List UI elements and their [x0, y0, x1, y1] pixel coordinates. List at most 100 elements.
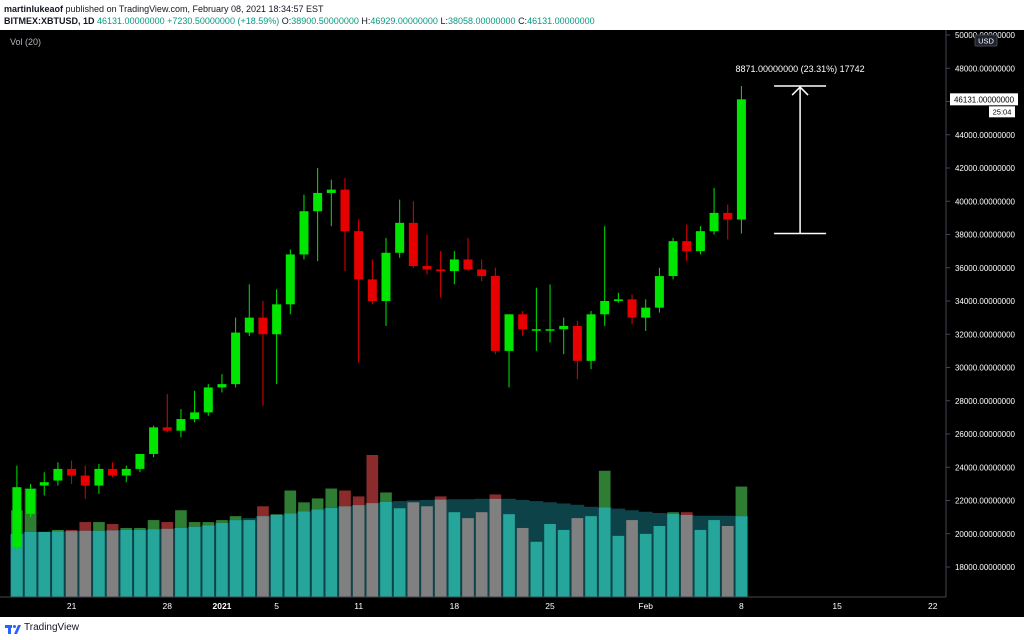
volume-bar [544, 524, 556, 597]
volume-bar-top [366, 455, 379, 504]
candle-up [217, 384, 227, 388]
volume-bar [161, 528, 174, 597]
volume-bar-top [106, 524, 119, 531]
volume-bar [462, 518, 474, 597]
candle-up [586, 314, 596, 361]
tradingview-brand[interactable]: TradingView [24, 622, 80, 633]
last-price: 46131.00000000 [97, 16, 165, 26]
y-tick-label: 20000.00000000 [955, 530, 1016, 539]
volume-bar-top [735, 486, 748, 517]
candle-down [67, 468, 77, 476]
candle-up [395, 222, 405, 253]
volume-bar [93, 530, 105, 597]
x-tick-label: 21 [67, 601, 77, 611]
volume-bar [694, 529, 707, 597]
publisher-name[interactable]: martinlukeaof [4, 4, 64, 14]
volume-bar-top [120, 527, 133, 530]
volume-bar-top [93, 522, 105, 531]
last-price-label: 46131.00000000 [954, 95, 1015, 104]
volume-bar-top [339, 490, 351, 507]
volume-bar-top [202, 522, 215, 526]
volume-bar-top [667, 512, 679, 514]
open-label: O: [281, 16, 292, 26]
volume-bar [598, 507, 611, 597]
candle-down [682, 241, 692, 252]
volume-bar [380, 501, 392, 597]
volume-bar [134, 529, 146, 597]
volume-bar [202, 525, 215, 597]
last-price-badge [950, 93, 1018, 106]
x-tick-label: 5 [274, 601, 279, 611]
candle-down [627, 299, 637, 318]
candle-up [736, 99, 746, 220]
volume-bar [448, 512, 461, 597]
y-tick-label: 32000.00000000 [955, 330, 1016, 339]
measure-arrow-icon [791, 85, 809, 96]
candle-up [504, 314, 514, 351]
y-tick-label: 42000.00000000 [955, 164, 1016, 173]
currency-label: USD [978, 37, 994, 46]
volume-bar [298, 511, 310, 597]
volume-indicator-label[interactable]: Vol (20) [10, 37, 42, 47]
candle-up [39, 482, 49, 486]
open-value: 38900.50000000 [291, 16, 359, 26]
candle-up [135, 453, 145, 469]
volume-bar [530, 541, 543, 597]
volume-bar-top [380, 492, 392, 502]
candle-down [572, 325, 582, 361]
volume-bar-top [147, 520, 160, 530]
x-tick-label: Feb [638, 601, 653, 611]
candle-down [518, 314, 528, 330]
candle-up [381, 252, 391, 301]
volume-bar [106, 530, 119, 597]
volume-bar [434, 499, 447, 597]
candle-down [436, 269, 446, 272]
low-label: L: [440, 16, 448, 26]
volume-bar [393, 508, 406, 597]
volume-bar [735, 516, 748, 597]
candle-down [463, 259, 473, 270]
volume-bar [421, 506, 433, 597]
y-tick-label: 24000.00000000 [955, 463, 1016, 472]
x-tick-label: 28 [163, 601, 173, 611]
volume-bar [639, 533, 652, 597]
volume-bar-top [188, 522, 201, 527]
candle-up [176, 419, 186, 431]
volume-bar [680, 514, 693, 597]
chart-footer: TradingView [0, 617, 1024, 640]
candle-up [449, 259, 459, 272]
volume-bar [667, 513, 679, 597]
volume-bar-top [216, 520, 228, 523]
candlestick-chart[interactable]: 8871.00000000 (23.31%) 17742 18000.000000… [0, 30, 1024, 617]
candle-up [272, 304, 282, 335]
y-tick-label: 28000.00000000 [955, 397, 1016, 406]
volume-bar-top [298, 502, 310, 512]
high-value: 46929.00000000 [370, 16, 438, 26]
y-tick-label: 22000.00000000 [955, 497, 1016, 506]
x-tick-label: 25 [545, 601, 555, 611]
candle-down [490, 276, 500, 351]
volume-bar [24, 531, 37, 597]
countdown-badge [989, 106, 1015, 118]
volume-bar [585, 516, 597, 597]
volume-bar-top [270, 514, 283, 515]
volume-bar [557, 529, 570, 597]
ohlc-legend: BITMEX:XBTUSD, 1D 46131.00000000 +7230.5… [4, 15, 595, 27]
volume-bar [503, 514, 515, 597]
candle-up [53, 468, 63, 481]
volume-bar-top [352, 496, 365, 506]
candle-up [149, 427, 159, 454]
volume-bar-top [79, 522, 92, 531]
volume-bar [79, 530, 92, 597]
volume-bar [653, 526, 666, 597]
candle-up [600, 301, 610, 315]
y-tick-label: 34000.00000000 [955, 297, 1016, 306]
volume-bar [52, 531, 64, 597]
y-tick-label: 40000.00000000 [955, 197, 1016, 206]
candle-up [613, 299, 623, 301]
volume-bar-top [161, 522, 174, 529]
candle-up [26, 488, 36, 514]
y-tick-label: 48000.00000000 [955, 64, 1016, 73]
volume-bar [475, 512, 488, 597]
volume-bar [11, 533, 23, 597]
